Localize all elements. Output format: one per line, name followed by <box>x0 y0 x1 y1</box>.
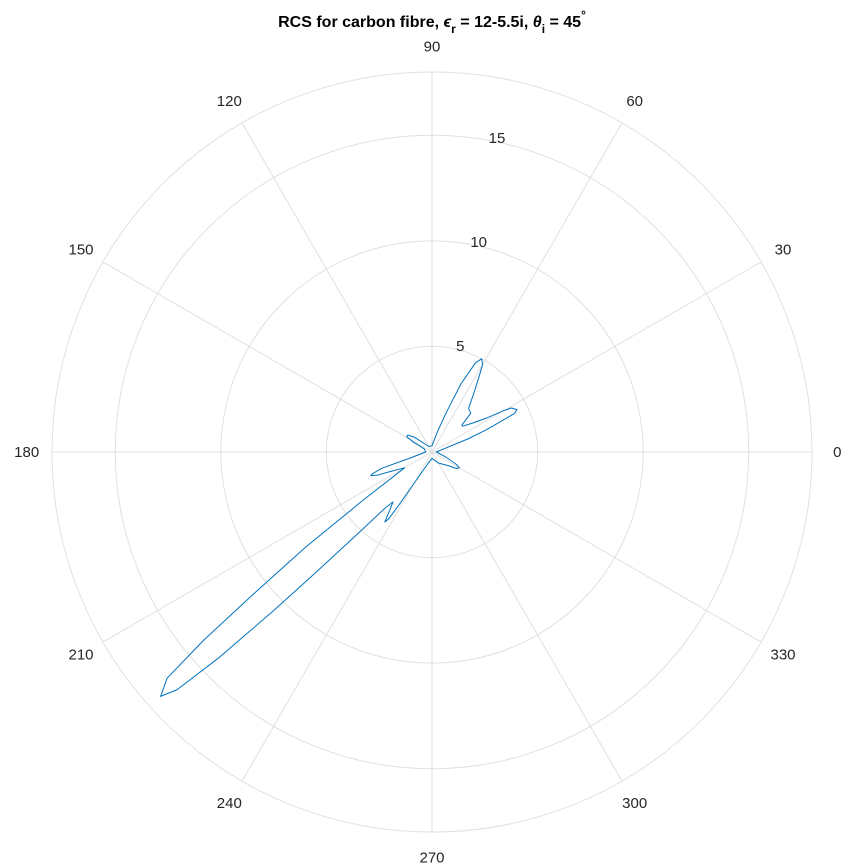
title-degree: ° <box>581 8 586 22</box>
r-gridline-15 <box>114 134 750 770</box>
theta-tick-label-240: 240 <box>217 795 242 812</box>
title-theta-symbol: θ <box>533 14 542 31</box>
title-theta-subscript: i <box>542 22 545 36</box>
rcs-series-line <box>160 358 518 697</box>
theta-tick-label-90: 90 <box>424 39 441 56</box>
theta-gridline-240 <box>241 451 433 782</box>
r-tick-label-5: 5 <box>456 338 464 355</box>
theta-tick-label-0: 0 <box>833 444 841 461</box>
theta-tick-label-180: 180 <box>14 444 39 461</box>
theta-tick-label-270: 270 <box>419 849 444 865</box>
theta-gridline-210 <box>102 451 433 643</box>
theta-gridline-60 <box>431 122 623 453</box>
r-gridline-10 <box>220 240 644 664</box>
theta-tick-label-300: 300 <box>622 795 647 812</box>
theta-gridline-120 <box>241 122 433 453</box>
theta-gridline-300 <box>431 451 623 782</box>
theta-gridline-150 <box>102 261 433 453</box>
theta-tick-label-120: 120 <box>217 93 242 110</box>
title-prefix: RCS for carbon fibre, <box>278 14 443 31</box>
polar-grid <box>51 71 813 833</box>
r-tick-label-15: 15 <box>489 130 506 147</box>
title-epsilon-symbol: ϵ <box>443 14 451 31</box>
theta-gridline-30 <box>431 261 762 453</box>
theta-tick-label-30: 30 <box>775 241 792 258</box>
r-tick-label-10: 10 <box>470 234 487 251</box>
theta-gridline-330 <box>431 451 762 643</box>
theta-tick-label-150: 150 <box>68 241 93 258</box>
title-epsilon-subscript: r <box>451 22 456 36</box>
theta-tick-label-60: 60 <box>626 93 643 110</box>
title-suffix: = 45 <box>545 14 581 31</box>
polar-tick-labels: 0 30 60 90 120 150 180 210 240 270 300 330 5 10 15 <box>14 39 841 865</box>
r-gridline-5 <box>325 345 539 559</box>
polar-series <box>160 358 518 697</box>
chart-title: RCS for carbon fibre, ϵr = 12-5.5i, θi =… <box>278 8 586 36</box>
theta-tick-label-330: 330 <box>770 647 795 664</box>
r-gridline-outer <box>51 71 813 833</box>
title-mid: = 12-5.5i, <box>456 14 533 31</box>
theta-tick-label-210: 210 <box>68 647 93 664</box>
